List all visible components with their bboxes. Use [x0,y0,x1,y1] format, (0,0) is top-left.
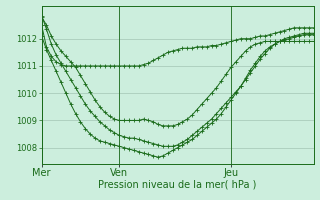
X-axis label: Pression niveau de la mer( hPa ): Pression niveau de la mer( hPa ) [99,180,257,190]
